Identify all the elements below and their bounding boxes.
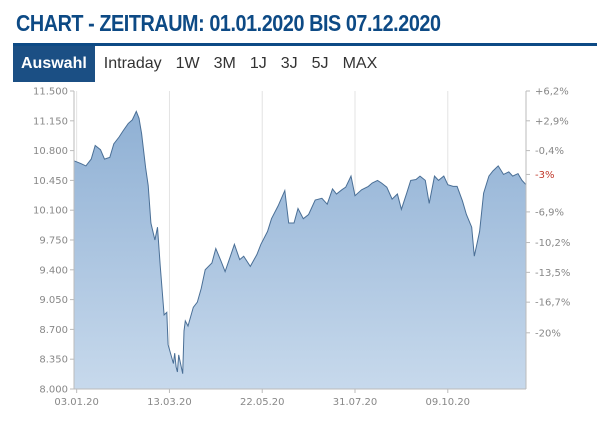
y-tick-label: 8.350 <box>39 355 68 366</box>
pct-tick-label: -6,9% <box>535 207 564 218</box>
pct-tick-label: -0,4% <box>535 146 564 157</box>
page-title: CHART - ZEITRAUM: 01.01.2020 BIS 07.12.2… <box>16 10 441 36</box>
pct-tick-label: -20% <box>535 328 561 339</box>
tab-auswahl[interactable]: Auswahl <box>13 46 95 82</box>
y-tick-label: 9.750 <box>39 236 68 247</box>
tab-5j[interactable]: 5J <box>311 55 329 72</box>
tab-max[interactable]: MAX <box>342 55 378 72</box>
pct-tick-label: -13,5% <box>535 268 570 279</box>
tab-intraday[interactable]: Intraday <box>103 55 162 72</box>
x-tick-label: 09.10.20 <box>426 397 471 408</box>
price-chart[interactable]: 11.500 11.150 10.800 10.450 10.100 9.750 9.400… <box>0 82 597 422</box>
pct-tick-label: +2,9% <box>535 116 569 127</box>
pct-tick-label: -16,7% <box>535 298 570 309</box>
y-tick-label: 11.150 <box>33 116 68 127</box>
pct-tick-label: +6,2% <box>535 87 569 98</box>
x-tick-label: 03.01.20 <box>54 397 99 408</box>
x-tick-label: 22.05.20 <box>240 397 285 408</box>
y-tick-label: 8.700 <box>39 325 68 336</box>
series-line <box>73 110 527 374</box>
y-tick-label: 8.000 <box>39 385 68 396</box>
y-tick-label: 10.800 <box>33 146 68 157</box>
y-tick-label: 10.450 <box>33 176 68 187</box>
pct-tick-label: -3% <box>535 170 554 181</box>
title-divider <box>13 43 597 46</box>
y-tick-label: 9.400 <box>39 265 68 276</box>
x-tick-label: 31.07.20 <box>333 397 378 408</box>
pct-tick-label: -10,2% <box>535 238 570 249</box>
tab-3j[interactable]: 3J <box>280 55 298 72</box>
y-tick-label: 9.050 <box>39 295 68 306</box>
tab-1j[interactable]: 1J <box>249 55 267 72</box>
timeframe-tabs: Auswahl Intraday 1W 3M 1J 3J 5J MAX <box>13 46 384 82</box>
tab-1w[interactable]: 1W <box>175 55 200 72</box>
y-tick-label: 11.500 <box>33 87 68 98</box>
y-tick-label: 10.100 <box>33 206 68 217</box>
tab-3m[interactable]: 3M <box>213 55 236 72</box>
x-tick-label: 13.03.20 <box>147 397 192 408</box>
series-area <box>74 111 526 390</box>
